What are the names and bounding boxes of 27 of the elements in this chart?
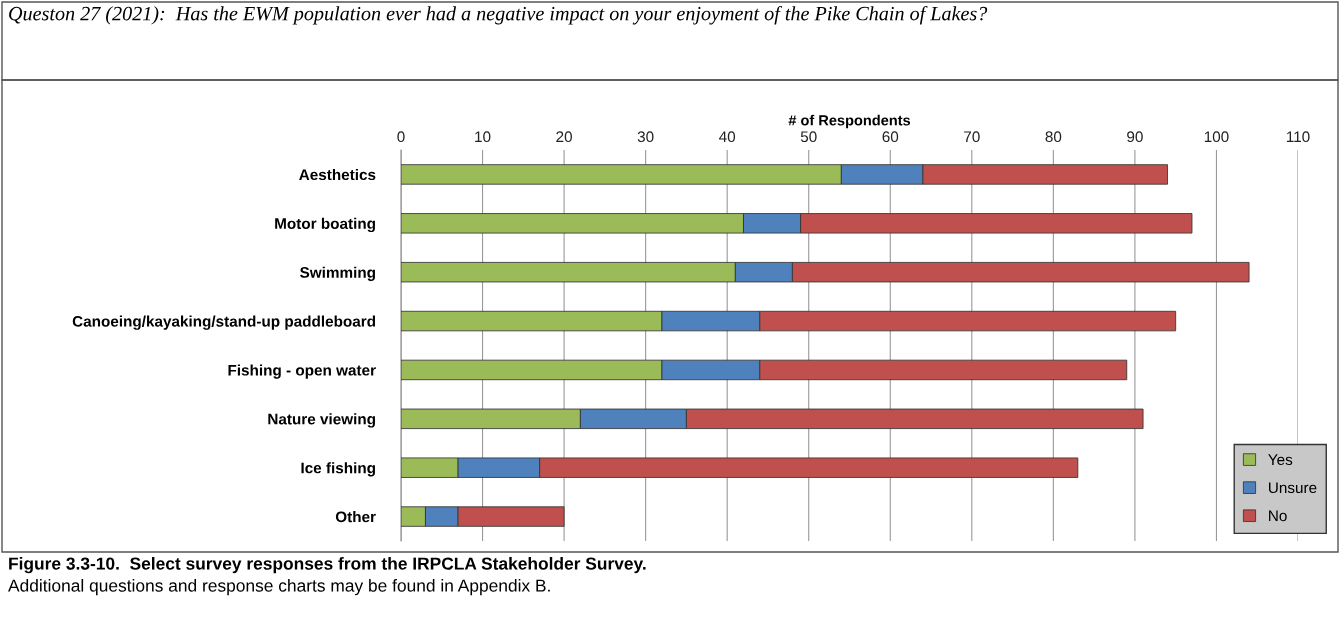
y-tick-label: Motor boating	[275, 217, 375, 233]
x-tick-label: 90	[1127, 131, 1143, 143]
y-tick-label: Ice fishing	[301, 462, 375, 477]
legend-label: Unsure	[1269, 482, 1317, 494]
x-tick-label: 50	[800, 131, 817, 143]
x-tick-label: 20	[556, 131, 572, 143]
x-tick-label: 30	[637, 131, 654, 143]
y-tick-label: Aesthetics	[299, 168, 376, 181]
x-tick-label: 80	[1045, 131, 1062, 143]
x-tick-label: 60	[882, 131, 899, 143]
x-tick-label: 110	[1286, 131, 1310, 143]
text: Additional questions and response charts may be found in Appendix B.	[8, 579, 550, 596]
x-tick-label: 40	[719, 131, 736, 143]
y-tick-label: Nature viewing	[268, 413, 375, 428]
legend-label: No	[1269, 510, 1287, 522]
caption: Figure 3.3-10. Select survey responses from the IRPCLA Stakeholder Survey.	[9, 557, 646, 574]
x-tick-label: 10	[475, 131, 491, 143]
y-tick-label: Canoeing/kayaking/stand-up paddleboard	[72, 315, 376, 330]
x-tick-label: 100	[1204, 131, 1229, 143]
x-tick-label: 0	[397, 131, 405, 143]
y-tick-label: Other	[335, 511, 376, 523]
chart-title: Queston 27 (2021): Has the EWM population ever had a negative impact on your enjoyment of the Pike Chain of Lakes?	[9, 6, 988, 25]
y-tick-label: Fishing - open water	[228, 364, 376, 379]
legend-label: Yes	[1268, 454, 1293, 466]
x-tick-label: 70	[964, 131, 980, 143]
x-axis-title: # of Respondents	[788, 114, 911, 129]
y-tick-label: Swimming	[300, 266, 375, 281]
